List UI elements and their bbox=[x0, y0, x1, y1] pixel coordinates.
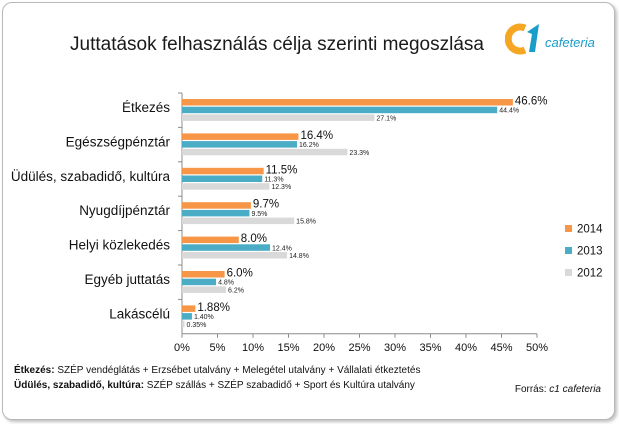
x-tick-label: 15% bbox=[277, 342, 299, 354]
category-label: Étkezés bbox=[122, 100, 170, 115]
bar-2012 bbox=[182, 114, 375, 121]
legend-label-2014: 2014 bbox=[577, 224, 603, 236]
x-tick-label: 30% bbox=[384, 342, 406, 354]
bar-2013 bbox=[182, 106, 498, 114]
x-tick-label: 0% bbox=[174, 342, 190, 354]
data-label-2013: 44.4% bbox=[499, 108, 519, 115]
bar-2014 bbox=[182, 305, 196, 312]
category-label: Lakáscélú bbox=[109, 306, 170, 321]
c1-logo-mark bbox=[505, 23, 539, 55]
bar-2014 bbox=[182, 167, 264, 175]
data-label-2013: 4.8% bbox=[218, 280, 234, 287]
data-label-2014: 1.88% bbox=[197, 302, 230, 314]
bar-2014 bbox=[182, 202, 251, 209]
category-label: Egyéb juttatás bbox=[84, 272, 170, 287]
bar-2013 bbox=[182, 278, 217, 286]
x-tick-label: 50% bbox=[526, 342, 548, 354]
x-tick-label: 25% bbox=[348, 342, 370, 354]
data-label-2014: 9.7% bbox=[253, 199, 279, 211]
data-label-2013: 11.3% bbox=[264, 177, 283, 184]
category-label: Üdülés, szabadidő, kultúra bbox=[11, 169, 171, 184]
note-line: Étkezés: SZÉP vendéglátás + Erzsébet uta… bbox=[14, 363, 420, 378]
bar-2012 bbox=[182, 286, 227, 293]
category-label: Helyi közlekedés bbox=[69, 238, 171, 253]
data-label-2013: 1.40% bbox=[194, 314, 214, 321]
bar-2013 bbox=[182, 175, 263, 182]
bar-2012 bbox=[182, 320, 185, 328]
data-label-2014: 16.4% bbox=[300, 130, 333, 142]
data-label-2012: 12.3% bbox=[271, 184, 291, 191]
c1-cafeteria-logo: cafeteria bbox=[505, 22, 605, 56]
data-label-2014: 6.0% bbox=[227, 268, 253, 280]
bar-2012 bbox=[182, 217, 295, 225]
note-definition: SZÉP vendéglátás + Erzsébet utalvány + M… bbox=[54, 365, 421, 376]
data-label-2012: 15.8% bbox=[296, 219, 316, 226]
data-label-2013: 12.4% bbox=[272, 245, 292, 252]
x-tick-label: 20% bbox=[313, 342, 335, 354]
x-tick-label: 40% bbox=[455, 342, 477, 354]
data-label-2012: 27.1% bbox=[376, 115, 396, 122]
category-label: Egészségpénztár bbox=[66, 134, 171, 149]
data-label-2012: 6.2% bbox=[228, 287, 244, 294]
x-tick-label: 35% bbox=[419, 342, 441, 354]
data-label-2012: 14.8% bbox=[289, 253, 309, 260]
legend-label-2013: 2013 bbox=[577, 246, 603, 258]
data-label-2012: 23.3% bbox=[349, 150, 369, 157]
source-note: Forrás: c1 cafeteria bbox=[515, 384, 601, 395]
bar-2014 bbox=[182, 99, 513, 106]
note-definition: SZÉP szállás + SZÉP szabadidő + Sport és… bbox=[144, 380, 415, 391]
bar-2013 bbox=[182, 209, 250, 217]
source-name: c1 cafeteria bbox=[549, 384, 601, 395]
legend-label-2012: 2012 bbox=[577, 268, 603, 280]
bar-2013 bbox=[182, 141, 298, 148]
bar-2014 bbox=[182, 236, 239, 244]
bar-2013 bbox=[182, 313, 192, 320]
x-tick-label: 5% bbox=[210, 342, 226, 354]
x-tick-label: 45% bbox=[490, 342, 512, 354]
chart-frame bbox=[2, 2, 615, 420]
chart-title: Juttatások felhasználás célja szerinti m… bbox=[70, 34, 484, 55]
bar-2012 bbox=[182, 252, 288, 259]
data-label-2014: 11.5% bbox=[266, 164, 298, 176]
data-label-2012: 0.35% bbox=[186, 322, 206, 329]
bar-2014 bbox=[182, 271, 225, 278]
data-label-2014: 8.0% bbox=[241, 233, 267, 245]
bar-2014 bbox=[182, 133, 299, 140]
note-line: Üdülés, szabadidő, kultúra: SZÉP szállás… bbox=[14, 378, 420, 393]
bar-2013 bbox=[182, 244, 271, 251]
data-label-2014: 46.6% bbox=[515, 96, 548, 108]
logo-text: cafeteria bbox=[545, 35, 595, 50]
x-tick-label: 10% bbox=[242, 342, 264, 354]
legend-swatch-2012 bbox=[565, 269, 572, 276]
legend-swatch-2014 bbox=[565, 225, 572, 232]
note-term: Étkezés: bbox=[14, 365, 55, 376]
bar-2012 bbox=[182, 148, 348, 156]
data-label-2013: 9.5% bbox=[251, 211, 267, 218]
note-term: Üdülés, szabadidő, kultúra: bbox=[14, 380, 145, 391]
data-label-2013: 16.2% bbox=[299, 142, 319, 149]
bar-2012 bbox=[182, 183, 270, 190]
legend-swatch-2013 bbox=[565, 247, 572, 254]
category-label: Nyugdíjpénztár bbox=[79, 203, 170, 218]
source-prefix: Forrás: bbox=[514, 384, 550, 395]
chart-notes: Étkezés: SZÉP vendéglátás + Erzsébet uta… bbox=[14, 363, 420, 393]
